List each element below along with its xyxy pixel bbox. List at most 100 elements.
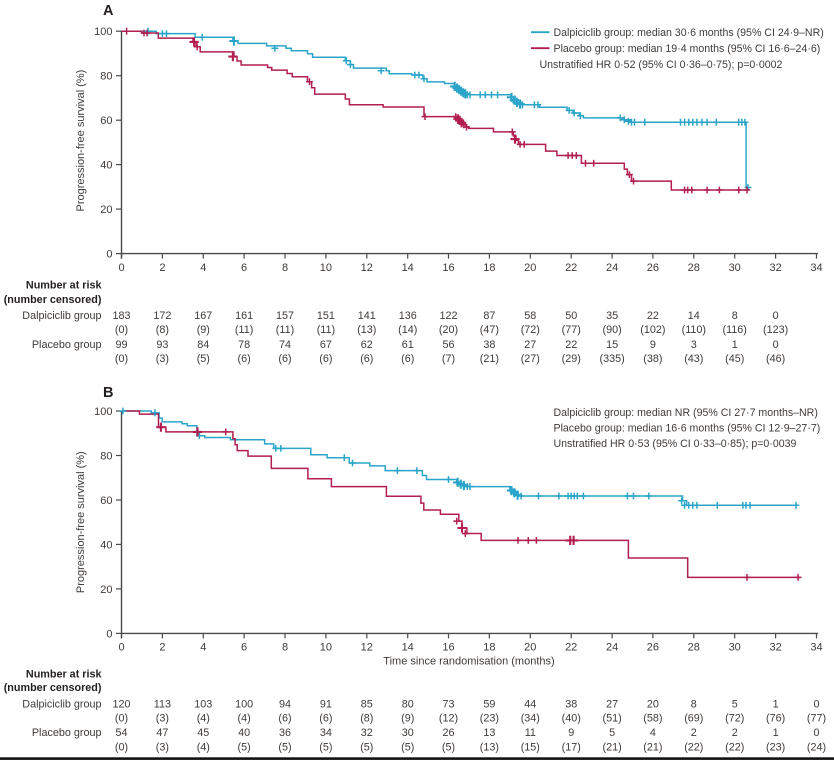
svg-text:(24): (24) bbox=[807, 741, 826, 753]
svg-text:4: 4 bbox=[200, 262, 206, 274]
svg-text:(13): (13) bbox=[480, 741, 499, 753]
svg-text:6: 6 bbox=[241, 262, 247, 274]
svg-text:(110): (110) bbox=[682, 324, 706, 336]
svg-text:120: 120 bbox=[112, 699, 130, 711]
svg-text:0: 0 bbox=[118, 262, 124, 274]
svg-text:20: 20 bbox=[647, 699, 659, 711]
svg-text:8: 8 bbox=[282, 262, 288, 274]
svg-text:100: 100 bbox=[235, 699, 253, 711]
svg-text:12: 12 bbox=[361, 262, 373, 274]
svg-text:11: 11 bbox=[525, 727, 536, 739]
svg-text:44: 44 bbox=[524, 699, 536, 711]
svg-text:27: 27 bbox=[606, 699, 618, 711]
svg-text:Placebo group: Placebo group bbox=[32, 727, 102, 739]
svg-text:30: 30 bbox=[729, 642, 741, 654]
svg-text:80: 80 bbox=[100, 450, 112, 462]
svg-text:14: 14 bbox=[402, 642, 414, 654]
svg-text:(72): (72) bbox=[521, 324, 540, 336]
svg-text:(22): (22) bbox=[684, 741, 703, 753]
svg-text:(34): (34) bbox=[521, 713, 540, 725]
svg-text:87: 87 bbox=[483, 310, 495, 322]
svg-text:0: 0 bbox=[118, 642, 124, 654]
svg-text:(29): (29) bbox=[562, 353, 581, 365]
svg-text:(77): (77) bbox=[562, 324, 581, 336]
svg-text:157: 157 bbox=[276, 310, 294, 322]
svg-text:4: 4 bbox=[650, 727, 656, 739]
svg-text:100: 100 bbox=[94, 406, 112, 418]
svg-text:Placebo group: median 19·4 mon: Placebo group: median 19·4 months (95% C… bbox=[554, 43, 821, 55]
svg-text:(6): (6) bbox=[360, 353, 373, 365]
svg-text:(72): (72) bbox=[725, 713, 744, 725]
svg-text:18: 18 bbox=[483, 262, 495, 274]
svg-text:0: 0 bbox=[773, 310, 779, 322]
svg-text:(17): (17) bbox=[562, 741, 581, 753]
svg-text:(11): (11) bbox=[276, 324, 294, 336]
svg-text:59: 59 bbox=[483, 699, 495, 711]
svg-text:9: 9 bbox=[650, 339, 656, 351]
svg-text:(21): (21) bbox=[480, 353, 499, 365]
svg-text:20: 20 bbox=[524, 642, 536, 654]
svg-text:35: 35 bbox=[606, 310, 618, 322]
svg-text:(6): (6) bbox=[319, 713, 332, 725]
svg-text:167: 167 bbox=[194, 310, 212, 322]
svg-text:(3): (3) bbox=[156, 713, 169, 725]
svg-text:1: 1 bbox=[773, 699, 779, 711]
svg-text:(58): (58) bbox=[643, 713, 662, 725]
svg-text:40: 40 bbox=[238, 727, 250, 739]
svg-text:2: 2 bbox=[691, 727, 697, 739]
svg-text:40: 40 bbox=[100, 539, 112, 551]
svg-text:1: 1 bbox=[732, 339, 738, 351]
svg-text:9: 9 bbox=[568, 727, 574, 739]
svg-text:151: 151 bbox=[317, 310, 335, 322]
svg-text:0: 0 bbox=[773, 339, 779, 351]
svg-text:15: 15 bbox=[606, 339, 618, 351]
svg-text:(38): (38) bbox=[643, 353, 662, 365]
svg-text:(116): (116) bbox=[722, 324, 746, 336]
svg-text:0: 0 bbox=[106, 249, 112, 261]
svg-text:(number censored): (number censored) bbox=[4, 294, 102, 306]
svg-text:2: 2 bbox=[159, 262, 165, 274]
svg-text:(15): (15) bbox=[521, 741, 540, 753]
svg-text:Unstratified HR 0·53 (95% CI 0: Unstratified HR 0·53 (95% CI 0·33–0·85);… bbox=[554, 438, 797, 450]
svg-text:34: 34 bbox=[810, 642, 822, 654]
svg-text:20: 20 bbox=[100, 204, 112, 216]
svg-text:10: 10 bbox=[320, 262, 332, 274]
svg-text:4: 4 bbox=[200, 642, 206, 654]
svg-text:22: 22 bbox=[565, 642, 577, 654]
svg-text:(43): (43) bbox=[684, 353, 703, 365]
svg-text:13: 13 bbox=[483, 727, 495, 739]
svg-text:103: 103 bbox=[194, 699, 212, 711]
svg-text:(5): (5) bbox=[360, 741, 373, 753]
svg-text:(3): (3) bbox=[156, 353, 169, 365]
svg-text:67: 67 bbox=[320, 339, 332, 351]
svg-text:32: 32 bbox=[769, 642, 781, 654]
svg-text:(76): (76) bbox=[766, 713, 785, 725]
svg-text:(13): (13) bbox=[357, 324, 376, 336]
svg-text:141: 141 bbox=[358, 310, 376, 322]
svg-text:Dalpiciclib group: Dalpiciclib group bbox=[22, 310, 101, 322]
svg-text:(20): (20) bbox=[439, 324, 458, 336]
svg-text:1: 1 bbox=[773, 727, 779, 739]
svg-text:3: 3 bbox=[691, 339, 697, 351]
svg-text:32: 32 bbox=[769, 262, 781, 274]
svg-text:26: 26 bbox=[442, 727, 454, 739]
svg-text:(6): (6) bbox=[319, 353, 332, 365]
svg-text:(5): (5) bbox=[197, 353, 210, 365]
svg-text:(6): (6) bbox=[401, 353, 414, 365]
svg-text:(47): (47) bbox=[480, 324, 499, 336]
svg-text:80: 80 bbox=[100, 71, 112, 83]
svg-text:(123): (123) bbox=[763, 324, 788, 336]
svg-text:(23): (23) bbox=[766, 741, 785, 753]
svg-text:(46): (46) bbox=[766, 353, 785, 365]
svg-text:(77): (77) bbox=[807, 713, 826, 725]
svg-text:27: 27 bbox=[524, 339, 536, 351]
svg-text:85: 85 bbox=[361, 699, 373, 711]
svg-text:Number at risk: Number at risk bbox=[26, 668, 103, 680]
svg-text:0: 0 bbox=[813, 727, 819, 739]
svg-text:(8): (8) bbox=[156, 324, 169, 336]
svg-text:30: 30 bbox=[729, 262, 741, 274]
svg-text:24: 24 bbox=[606, 262, 618, 274]
svg-text:22: 22 bbox=[565, 339, 577, 351]
svg-text:54: 54 bbox=[115, 727, 127, 739]
svg-text:(21): (21) bbox=[602, 741, 621, 753]
